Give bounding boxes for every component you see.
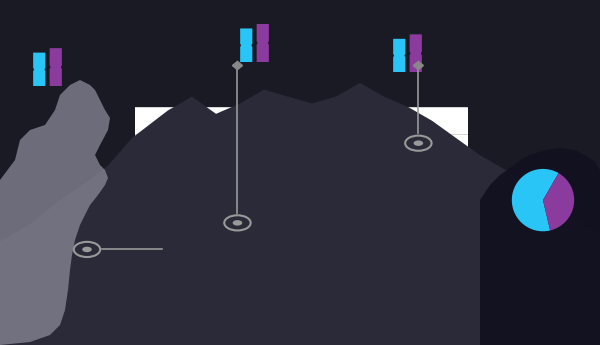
Bar [430, 191, 452, 324]
Polygon shape [0, 80, 110, 345]
Bar [173, 228, 196, 324]
Polygon shape [50, 48, 62, 86]
Bar [302, 295, 324, 324]
Bar [365, 264, 388, 324]
Polygon shape [33, 52, 46, 86]
Bar [343, 223, 365, 324]
Polygon shape [257, 24, 269, 62]
Polygon shape [480, 148, 600, 345]
Wedge shape [543, 173, 574, 230]
Bar [279, 312, 302, 324]
Bar [407, 143, 430, 324]
Bar [151, 271, 173, 324]
Bar [215, 233, 238, 324]
Polygon shape [393, 39, 406, 72]
Polygon shape [0, 83, 600, 345]
Polygon shape [410, 34, 422, 72]
Wedge shape [512, 169, 559, 231]
Bar [238, 216, 260, 324]
Polygon shape [240, 28, 253, 62]
